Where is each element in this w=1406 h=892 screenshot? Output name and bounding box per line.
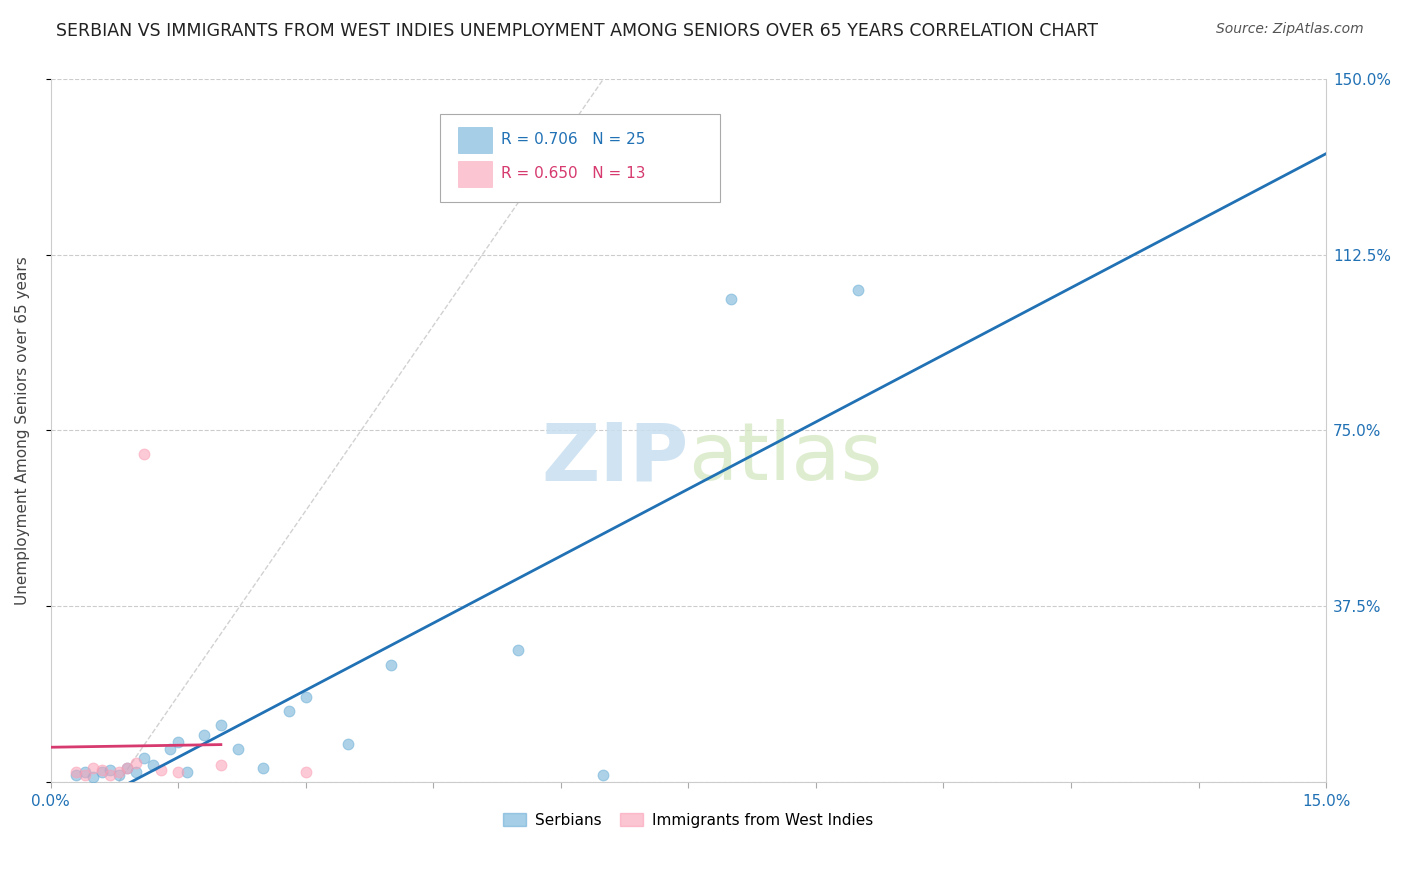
Text: ZIP: ZIP [541, 419, 689, 498]
Point [277, 705, 299, 719]
Point [134, 751, 156, 765]
Text: R = 0.706   N = 25: R = 0.706 N = 25 [501, 132, 645, 147]
Point [65, 765, 87, 780]
Point [108, 767, 131, 781]
Point [98, 767, 121, 781]
Point [209, 758, 232, 772]
Point [90, 765, 112, 780]
Text: R = 0.650   N = 13: R = 0.650 N = 13 [501, 166, 645, 181]
Text: atlas: atlas [689, 419, 883, 498]
Point [720, 292, 742, 306]
Point [848, 283, 870, 297]
Point [592, 767, 614, 781]
Text: SERBIAN VS IMMIGRANTS FROM WEST INDIES UNEMPLOYMENT AMONG SENIORS OVER 65 YEARS : SERBIAN VS IMMIGRANTS FROM WEST INDIES U… [56, 22, 1098, 40]
Point [65, 767, 87, 781]
Point [98, 763, 121, 777]
Point [73, 767, 96, 781]
Point [125, 765, 148, 780]
Legend: Serbians, Immigrants from West Indies: Serbians, Immigrants from West Indies [498, 806, 880, 834]
FancyBboxPatch shape [457, 161, 492, 187]
Point [337, 737, 360, 751]
Point [159, 742, 181, 756]
Point [108, 765, 131, 780]
Point [82, 770, 104, 784]
Point [380, 657, 402, 672]
Point [167, 735, 190, 749]
Point [90, 763, 112, 777]
Point [73, 765, 96, 780]
Point [125, 756, 148, 770]
Point [295, 690, 318, 705]
Point [193, 728, 215, 742]
Point [252, 761, 274, 775]
Point [134, 447, 156, 461]
FancyBboxPatch shape [457, 128, 492, 153]
Point [209, 718, 232, 732]
Point [150, 763, 173, 777]
Text: Source: ZipAtlas.com: Source: ZipAtlas.com [1216, 22, 1364, 37]
Point [226, 742, 249, 756]
Point [142, 758, 165, 772]
Y-axis label: Unemployment Among Seniors over 65 years: Unemployment Among Seniors over 65 years [15, 256, 30, 605]
Point [295, 765, 318, 780]
Point [117, 761, 139, 775]
Point [117, 761, 139, 775]
Point [176, 765, 198, 780]
Point [508, 643, 530, 657]
Point [82, 761, 104, 775]
Point [167, 765, 190, 780]
FancyBboxPatch shape [440, 114, 720, 202]
